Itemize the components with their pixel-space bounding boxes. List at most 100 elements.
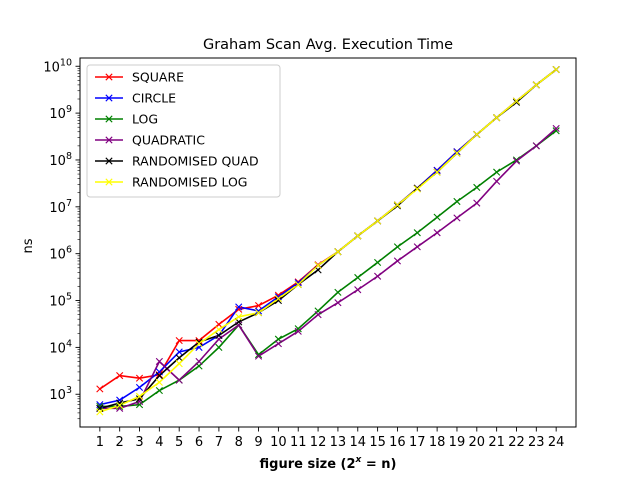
data-point bbox=[453, 197, 461, 206]
chart-title: Graham Scan Avg. Execution Time bbox=[203, 37, 453, 53]
data-point bbox=[433, 229, 441, 237]
data-point bbox=[155, 386, 163, 395]
x-tick-label: 24 bbox=[548, 435, 565, 450]
data-point bbox=[195, 357, 203, 366]
data-point bbox=[413, 184, 421, 192]
data-point bbox=[512, 98, 521, 106]
series-line-quadratic bbox=[99, 127, 557, 410]
data-point bbox=[413, 229, 421, 237]
data-point bbox=[552, 127, 560, 135]
plot-frame bbox=[79, 57, 577, 428]
data-point bbox=[235, 305, 243, 313]
legend-marker bbox=[105, 178, 113, 186]
x-tick-label: 15 bbox=[369, 435, 386, 450]
x-tick-label: 20 bbox=[469, 435, 486, 450]
data-point bbox=[116, 402, 124, 411]
data-point bbox=[334, 288, 342, 296]
legend-item: SQUARE bbox=[95, 70, 184, 85]
data-point bbox=[135, 392, 144, 400]
data-point bbox=[235, 303, 243, 311]
y-tick-label: 106 bbox=[49, 245, 72, 263]
data-point bbox=[493, 114, 501, 122]
x-tick-label: 10 bbox=[270, 435, 287, 450]
data-point bbox=[254, 352, 263, 360]
x-axis-label-main: figure size (2 bbox=[260, 457, 356, 472]
data-point bbox=[116, 396, 124, 404]
legend-label: SQUARE bbox=[132, 70, 184, 85]
y-axis-label: ns bbox=[21, 238, 36, 253]
legend-item: RANDOMISED QUAD bbox=[95, 154, 259, 169]
data-point bbox=[393, 243, 402, 251]
data-point bbox=[374, 272, 382, 280]
x-tick-label: 7 bbox=[215, 435, 223, 450]
data-point bbox=[195, 340, 203, 348]
y-tick-label: 107 bbox=[49, 198, 72, 216]
data-point bbox=[393, 202, 402, 210]
data-point bbox=[294, 327, 302, 335]
data-point bbox=[493, 177, 501, 185]
data-point bbox=[453, 149, 461, 157]
x-tick-label: 11 bbox=[290, 435, 307, 450]
data-point bbox=[413, 185, 421, 193]
data-point bbox=[354, 286, 362, 294]
x-tick-label: 23 bbox=[528, 435, 545, 450]
legend-marker bbox=[105, 115, 113, 123]
x-tick-label: 6 bbox=[195, 435, 203, 450]
data-point bbox=[254, 302, 263, 310]
data-point bbox=[552, 65, 560, 74]
data-point bbox=[96, 408, 104, 416]
data-point bbox=[135, 374, 144, 382]
y-tick-label: 108 bbox=[49, 151, 72, 169]
data-point bbox=[314, 311, 322, 319]
data-point bbox=[374, 217, 382, 225]
x-tick-label: 21 bbox=[488, 435, 505, 450]
data-point bbox=[473, 199, 481, 207]
data-point bbox=[155, 371, 163, 379]
data-point bbox=[512, 157, 521, 165]
y-tick-label: 104 bbox=[49, 338, 72, 356]
x-tick-label: 4 bbox=[155, 435, 163, 450]
series-markers-randomised-log bbox=[96, 65, 560, 416]
legend-label: LOG bbox=[132, 112, 158, 127]
legend-item: RANDOMISED LOG bbox=[95, 175, 248, 190]
x-tick-label: 12 bbox=[310, 435, 327, 450]
x-axis-label-tail: = n) bbox=[361, 457, 396, 472]
data-point bbox=[155, 357, 163, 366]
legend-label: RANDOMISED QUAD bbox=[132, 154, 259, 169]
data-point bbox=[254, 351, 263, 359]
x-tick-label: 18 bbox=[429, 435, 446, 450]
y-tick-label: 109 bbox=[49, 104, 72, 122]
x-tick-label: 16 bbox=[389, 435, 406, 450]
data-point bbox=[354, 273, 362, 282]
data-point bbox=[175, 360, 183, 368]
data-point bbox=[334, 299, 342, 307]
data-point bbox=[175, 336, 183, 345]
legend-marker bbox=[105, 73, 113, 81]
data-point bbox=[96, 385, 104, 393]
x-tick-label: 19 bbox=[449, 435, 466, 450]
y-tick-label: 105 bbox=[49, 292, 72, 310]
data-point bbox=[453, 148, 461, 156]
data-point bbox=[215, 325, 223, 334]
data-point bbox=[254, 307, 263, 315]
data-point bbox=[96, 402, 104, 411]
data-point bbox=[473, 130, 481, 139]
data-point bbox=[155, 378, 163, 386]
data-point bbox=[175, 376, 183, 384]
x-tick-label: 3 bbox=[135, 435, 143, 450]
legend-label: CIRCLE bbox=[132, 91, 176, 106]
data-point bbox=[135, 383, 144, 391]
data-point bbox=[116, 404, 124, 412]
data-point bbox=[433, 168, 441, 176]
data-point bbox=[393, 201, 402, 209]
legend-label: RANDOMISED LOG bbox=[132, 175, 248, 190]
legend-item: QUADRATIC bbox=[95, 133, 205, 148]
y-tick-label: 103 bbox=[49, 385, 72, 403]
data-point bbox=[334, 248, 342, 256]
x-tick-label: 8 bbox=[235, 435, 243, 450]
series-markers bbox=[96, 65, 560, 416]
data-point bbox=[135, 401, 144, 409]
data-point bbox=[155, 372, 163, 380]
data-point bbox=[215, 320, 223, 328]
data-point bbox=[314, 261, 322, 270]
